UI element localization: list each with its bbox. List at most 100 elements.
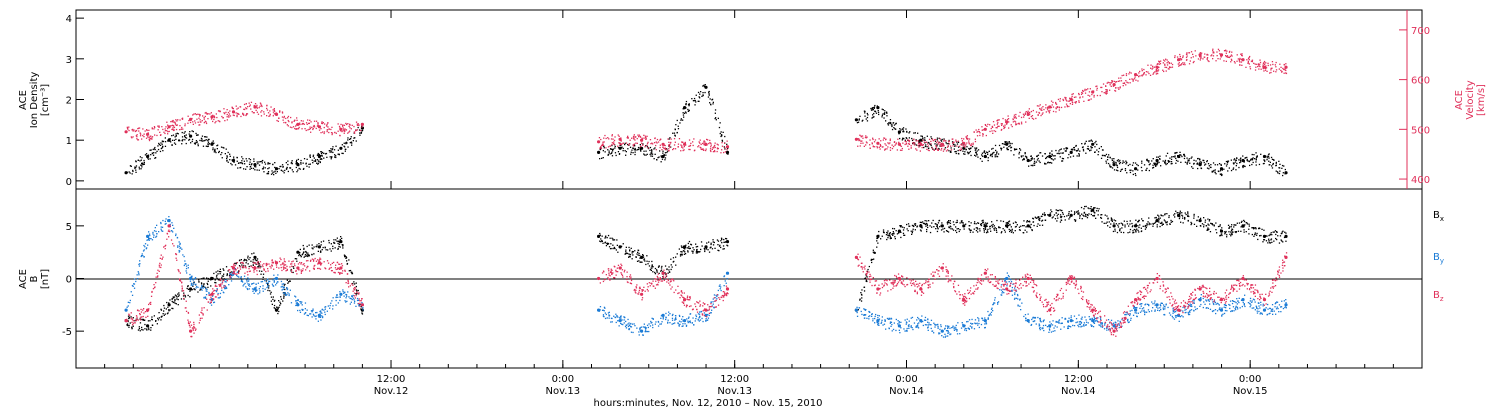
scatter-dot [1113, 219, 1115, 221]
scatter-dot [1232, 162, 1235, 164]
scatter-dot [1197, 163, 1199, 165]
scatter-dot [931, 146, 933, 149]
scatter-dot [874, 252, 876, 254]
scatter-dot [605, 147, 607, 149]
scatter-dot [929, 225, 931, 227]
scatter-dot [1035, 217, 1037, 219]
scatter-dot [174, 300, 176, 302]
scatter-dot [139, 330, 141, 332]
scatter-dot [302, 122, 304, 125]
scatter-dot [1077, 149, 1079, 152]
scatter-dot [1267, 154, 1270, 156]
scatter-dot [224, 281, 226, 283]
scatter-dot [334, 131, 336, 134]
scatter-dot [1253, 62, 1255, 64]
scatter-dot [1174, 152, 1176, 155]
scatter-dot [347, 137, 349, 139]
scatter-dot [221, 152, 223, 154]
scatter-dot [217, 120, 219, 122]
scatter-dot [1240, 157, 1242, 159]
scatter-dot [662, 150, 664, 152]
scatter-dot [148, 136, 150, 139]
scatter-dot [1241, 53, 1243, 55]
scatter-dot [211, 295, 214, 297]
scatter-dot [1251, 159, 1254, 161]
scatter-dot [233, 114, 235, 117]
scatter-dot [602, 150, 604, 152]
scatter-dot [171, 297, 173, 300]
scatter-dot [289, 289, 291, 291]
scatter-dot [1247, 57, 1250, 60]
scatter-dot [639, 254, 641, 257]
scatter-dot [247, 283, 249, 285]
scatter-dot [616, 239, 618, 241]
scatter-dot [207, 283, 209, 286]
bottom-panel-marks [124, 205, 1288, 338]
scatter-dot [167, 131, 169, 133]
scatter-dot [1163, 70, 1165, 73]
scatter-dot [335, 239, 337, 241]
scatter-dot [709, 247, 711, 249]
scatter-dot [172, 128, 174, 131]
scatter-dot [660, 155, 662, 157]
scatter-dot [1135, 229, 1137, 231]
scatter-dot [293, 120, 295, 122]
scatter-dot [936, 225, 938, 227]
scatter-dot [189, 131, 191, 133]
scatter-dot [935, 141, 938, 143]
scatter-dot [308, 122, 310, 124]
scatter-dot [893, 124, 896, 126]
scatter-dot [1061, 215, 1063, 218]
scatter-dot [654, 273, 657, 275]
scatter-dot [139, 135, 142, 137]
scatter-dot [890, 237, 892, 239]
scatter-dot [278, 306, 280, 308]
scatter-dot [938, 137, 940, 139]
scatter-dot [1010, 150, 1012, 152]
scatter-dot [947, 231, 950, 233]
scatter-dot [634, 139, 636, 141]
scatter-dot [1098, 147, 1100, 150]
scatter-dot [219, 110, 221, 112]
scatter-dot [942, 150, 945, 152]
scatter-dot [343, 142, 345, 144]
scatter-dot [1157, 63, 1159, 65]
scatter-dot [622, 150, 624, 152]
scatter-dot [923, 146, 925, 149]
scatter-dot [968, 142, 970, 144]
data-point [253, 105, 257, 109]
scatter-dot [673, 148, 675, 150]
scatter-dot [177, 298, 179, 301]
scatter-dot [1175, 157, 1177, 160]
scatter-dot [1165, 222, 1167, 224]
scatter-dot [1170, 158, 1173, 160]
scatter-dot [1248, 223, 1250, 225]
scatter-dot [280, 296, 282, 298]
scatter-dot [273, 307, 275, 309]
scatter-dot [174, 136, 176, 138]
scatter-dot [1112, 85, 1115, 87]
scatter-dot [720, 131, 722, 133]
scatter-dot [1240, 226, 1242, 228]
scatter-dot [1285, 69, 1287, 72]
scatter-dot [326, 129, 329, 131]
scatter-dot [160, 230, 163, 232]
scatter-dot [345, 297, 347, 299]
scatter-dot [359, 303, 361, 306]
scatter-dot [202, 287, 204, 289]
scatter-dot [1185, 59, 1188, 61]
data-point [274, 167, 279, 171]
scatter-dot [912, 143, 914, 145]
scatter-dot [935, 145, 937, 147]
scatter-dot [634, 151, 636, 153]
scatter-dot [977, 231, 979, 233]
scatter-dot [1089, 140, 1091, 142]
scatter-dot [1143, 164, 1146, 166]
scatter-dot [1060, 152, 1062, 154]
scatter-dot [1164, 214, 1166, 216]
scatter-dot [129, 299, 131, 302]
scatter-dot [995, 154, 997, 156]
scatter-dot [624, 142, 626, 144]
scatter-dot [1094, 207, 1096, 209]
scatter-dot [262, 168, 264, 170]
